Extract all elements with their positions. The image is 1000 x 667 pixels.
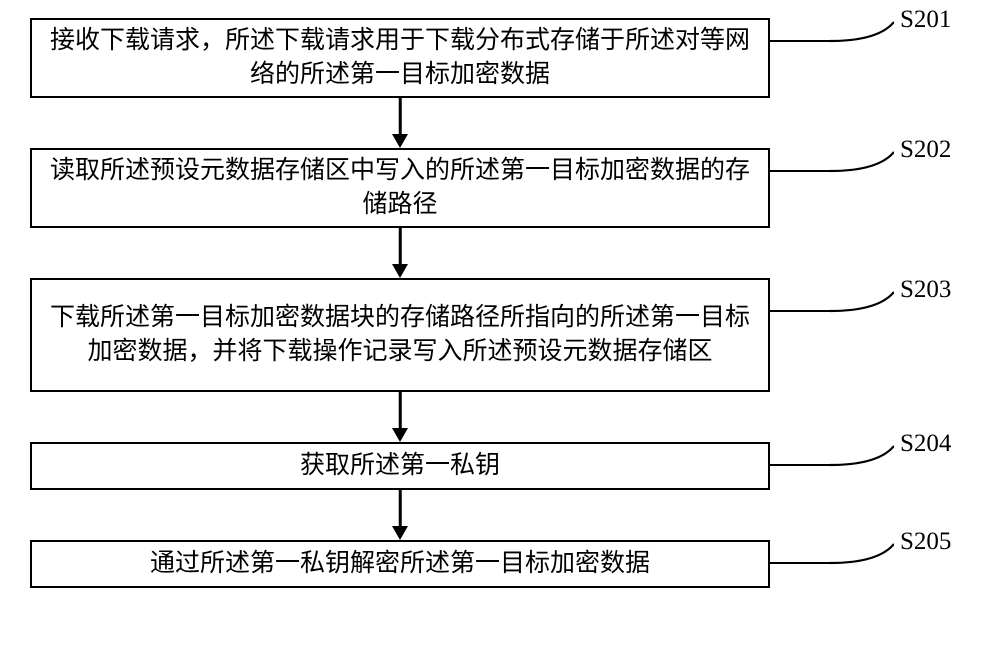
step-label-s203: S203 [900, 276, 951, 304]
connector-curve [830, 20, 894, 44]
connector-line [770, 170, 830, 172]
connector-line [770, 40, 830, 42]
flow-arrow-line [399, 228, 402, 265]
flow-step-s203: 下载所述第一目标加密数据块的存储路径所指向的所述第一目标加密数据，并将下载操作记… [30, 278, 770, 392]
step-label-s202: S202 [900, 136, 951, 164]
flow-arrow-head [392, 134, 408, 148]
connector-line [770, 310, 830, 312]
flow-step-s202: 读取所述预设元数据存储区中写入的所述第一目标加密数据的存储路径 [30, 148, 770, 228]
step-label-s204: S204 [900, 430, 951, 458]
connector-curve [830, 542, 894, 566]
flow-arrow-line [399, 98, 402, 135]
connector-line [770, 464, 830, 466]
connector-curve [830, 150, 894, 174]
connector-line [770, 562, 830, 564]
flow-step-text: 下载所述第一目标加密数据块的存储路径所指向的所述第一目标加密数据，并将下载操作记… [44, 301, 756, 369]
flow-arrow-head [392, 264, 408, 278]
step-label-s205: S205 [900, 528, 951, 556]
flow-step-s204: 获取所述第一私钥 [30, 442, 770, 490]
flow-arrow-head [392, 428, 408, 442]
flow-arrow-head [392, 526, 408, 540]
connector-curve [830, 290, 894, 314]
flow-step-text: 通过所述第一私钥解密所述第一目标加密数据 [150, 547, 650, 581]
flow-step-text: 获取所述第一私钥 [300, 449, 500, 483]
connector-curve [830, 444, 894, 468]
flow-step-s205: 通过所述第一私钥解密所述第一目标加密数据 [30, 540, 770, 588]
step-label-s201: S201 [900, 6, 951, 34]
flow-step-text: 接收下载请求，所述下载请求用于下载分布式存储于所述对等网络的所述第一目标加密数据 [44, 24, 756, 92]
flow-arrow-line [399, 490, 402, 527]
flow-step-s201: 接收下载请求，所述下载请求用于下载分布式存储于所述对等网络的所述第一目标加密数据 [30, 18, 770, 98]
flow-arrow-line [399, 392, 402, 429]
flow-step-text: 读取所述预设元数据存储区中写入的所述第一目标加密数据的存储路径 [44, 154, 756, 222]
